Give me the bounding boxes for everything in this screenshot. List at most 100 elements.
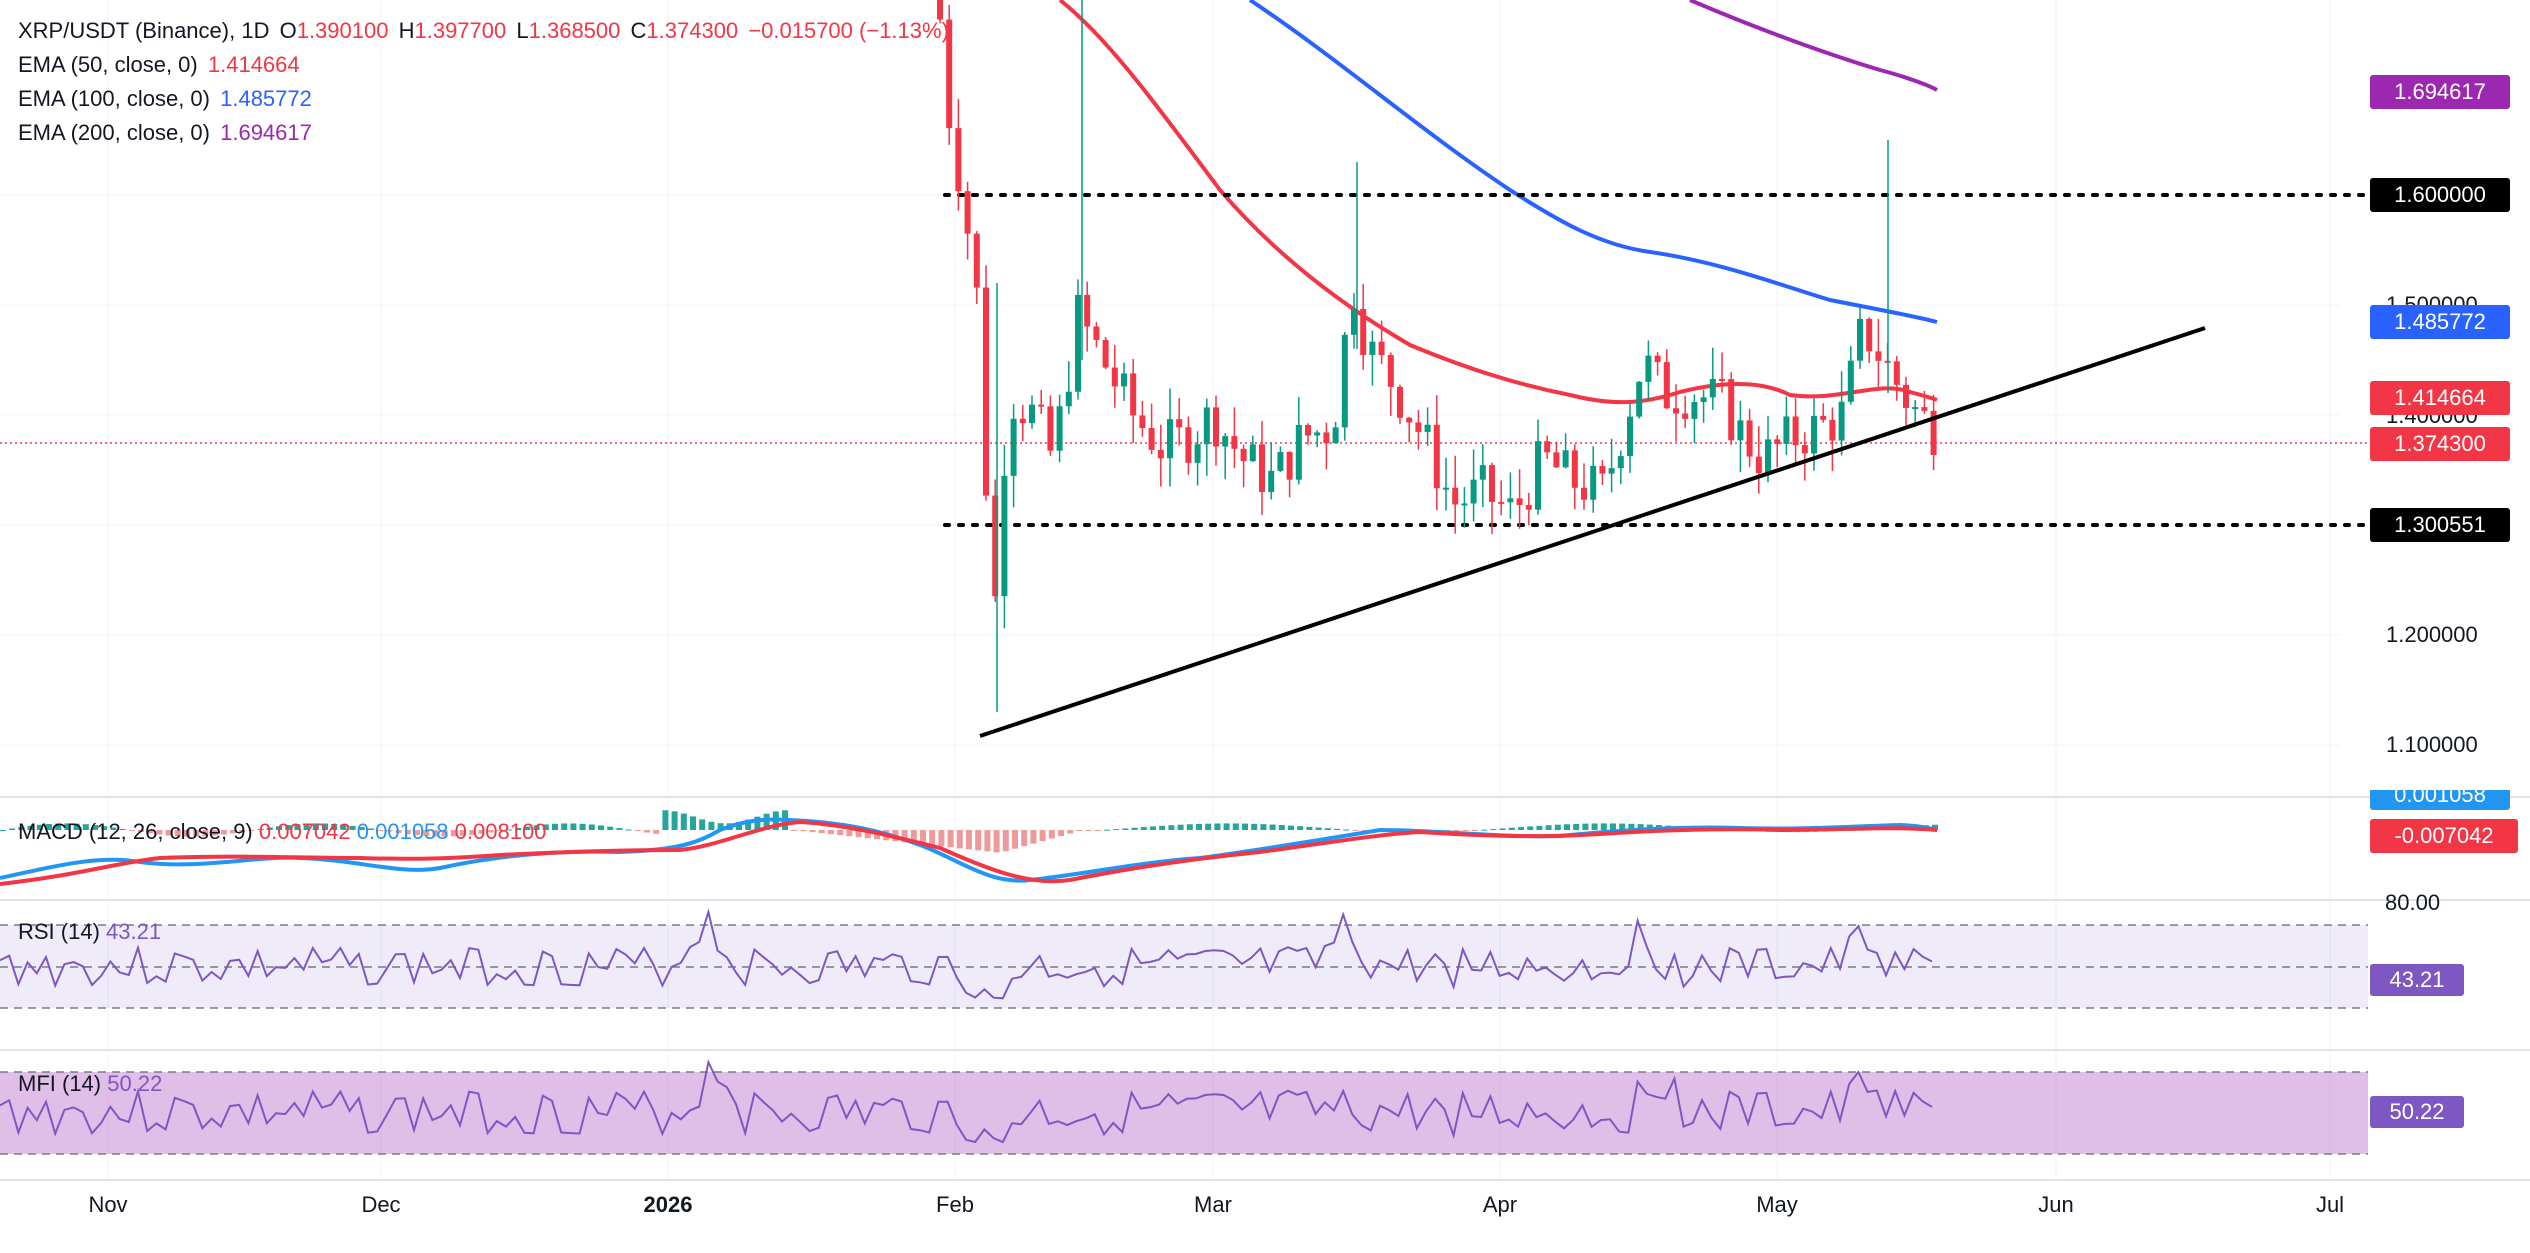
mfi-price-tag: 50.22: [2370, 1096, 2464, 1128]
macd-histogram-bar: [634, 830, 641, 832]
macd-histogram-bar: [1251, 823, 1258, 830]
ema100-value: 1.485772: [220, 86, 312, 111]
candle-body: [1857, 318, 1863, 361]
macd-histogram-bar: [1564, 824, 1570, 830]
macd-histogram-bar: [1131, 827, 1138, 830]
candle-body: [1038, 404, 1045, 407]
price-tick: 1.100000: [2386, 732, 2478, 757]
candle-body: [1608, 468, 1615, 474]
candle-body: [1728, 379, 1735, 441]
candle-body: [1903, 384, 1909, 408]
macd-histogram-bar: [993, 830, 1000, 853]
macd-signal-line: [0, 819, 1938, 886]
macd-histogram-bar: [1610, 823, 1616, 830]
macd-histogram-bar: [46, 823, 52, 830]
macd-histogram-bar: [1306, 826, 1313, 830]
macd-histogram-bar: [1104, 829, 1110, 831]
candle-body: [1332, 427, 1339, 444]
candle-body: [1627, 416, 1633, 457]
candle-body: [1866, 318, 1873, 352]
ema100-label: EMA (100, close, 0): [18, 86, 210, 111]
macd-histogram-bar: [1472, 830, 1478, 831]
ascending-trendline[interactable]: [979, 326, 2206, 738]
macd-histogram-bar: [1545, 825, 1552, 830]
macd-histogram-bar: [1637, 824, 1644, 830]
macd-histogram-bar: [552, 823, 558, 830]
macd-histogram-bar: [441, 830, 448, 837]
macd-histogram-bar: [828, 830, 834, 835]
macd-histogram-bar: [1600, 823, 1607, 830]
candle-body: [1737, 420, 1744, 441]
candle-body: [1213, 407, 1219, 447]
candle-body: [1774, 439, 1781, 444]
macd-histogram-bar: [9, 828, 16, 830]
macd-histogram-bar: [588, 824, 595, 830]
macd-histogram-bar: [285, 825, 292, 830]
macd-histogram-bar: [1214, 823, 1221, 830]
macd-histogram-bar: [55, 823, 62, 830]
candle-body: [1783, 416, 1790, 444]
macd-histogram-bar: [230, 830, 236, 834]
macd-histogram-bar: [579, 823, 586, 830]
macd-histogram-bar: [331, 823, 338, 830]
candle-body: [1406, 417, 1413, 423]
macd-histogram-bar: [607, 826, 614, 830]
candle-body: [1277, 451, 1284, 471]
date-label-apr: Apr: [1482, 1192, 1518, 1217]
candle-body: [1295, 424, 1302, 480]
macd-histogram-bar: [257, 828, 264, 830]
candle-body: [1553, 452, 1560, 468]
candle-body: [1433, 424, 1440, 489]
macd-histogram-bar: [1619, 823, 1626, 830]
ohlc-close-label: C: [630, 18, 647, 43]
macd-histogram-bar: [1932, 824, 1938, 830]
macd-histogram-bar: [82, 824, 89, 830]
macd-histogram-bar: [966, 830, 972, 850]
macd-histogram-bar: [901, 830, 908, 843]
candle-body: [1093, 326, 1100, 340]
candle-body: [1452, 487, 1459, 505]
ema50-legend[interactable]: EMA (50, close, 0) 1.414664: [18, 52, 304, 78]
macd-histogram-bar: [745, 819, 752, 830]
candle-body: [1599, 465, 1606, 474]
macd-histogram-bar: [736, 821, 742, 830]
symbol-title[interactable]: XRP/USDT (Binance), 1D: [18, 18, 270, 43]
macd-histogram-bar: [0, 830, 6, 831]
candle-body: [1544, 441, 1551, 453]
macd-legend[interactable]: MACD (12, 26, close, 9) 0.007042 0.00105…: [18, 819, 546, 845]
macd-label: MACD (12, 26, close, 9): [18, 819, 253, 844]
candle-body: [1645, 355, 1652, 382]
macd-histogram-bar: [469, 830, 476, 835]
macd-histogram-bar: [377, 830, 384, 831]
candle-body: [1820, 415, 1827, 420]
candle-body: [1921, 407, 1928, 411]
macd-histogram-bar: [138, 830, 144, 833]
macd-histogram-bar: [496, 830, 503, 831]
candle-body: [1360, 308, 1367, 355]
candle-body: [1792, 416, 1799, 446]
rsi-legend[interactable]: RSI (14) 43.21: [18, 919, 161, 945]
candle-body: [1139, 415, 1146, 429]
ema200-legend[interactable]: EMA (200, close, 0) 1.694617: [18, 120, 316, 146]
macd-histogram-bar: [1260, 824, 1267, 830]
candle-body: [1157, 449, 1164, 459]
ema50-value: 1.414664: [207, 52, 300, 77]
macd-histogram-bar: [1591, 823, 1598, 830]
candle-body: [1535, 441, 1541, 510]
macd-histogram-bar: [533, 825, 540, 830]
macd-histogram-bar: [395, 830, 402, 833]
candle-body: [1065, 391, 1072, 407]
macd-histogram-bar: [1113, 829, 1120, 831]
macd-histogram-bar: [699, 819, 706, 830]
mfi-legend[interactable]: MFI (14) 50.22: [18, 1071, 162, 1097]
date-label-2026: 2026: [643, 1192, 693, 1217]
candle-body: [1194, 444, 1201, 463]
candle-body: [1765, 439, 1771, 474]
macd-histogram-bar: [1536, 825, 1543, 830]
macd-histogram-bar: [303, 823, 310, 830]
candle-body: [1636, 381, 1643, 417]
candle-body: [946, 19, 953, 129]
ema100-legend[interactable]: EMA (100, close, 0) 1.485772: [18, 86, 316, 112]
candle-body: [1323, 432, 1330, 444]
